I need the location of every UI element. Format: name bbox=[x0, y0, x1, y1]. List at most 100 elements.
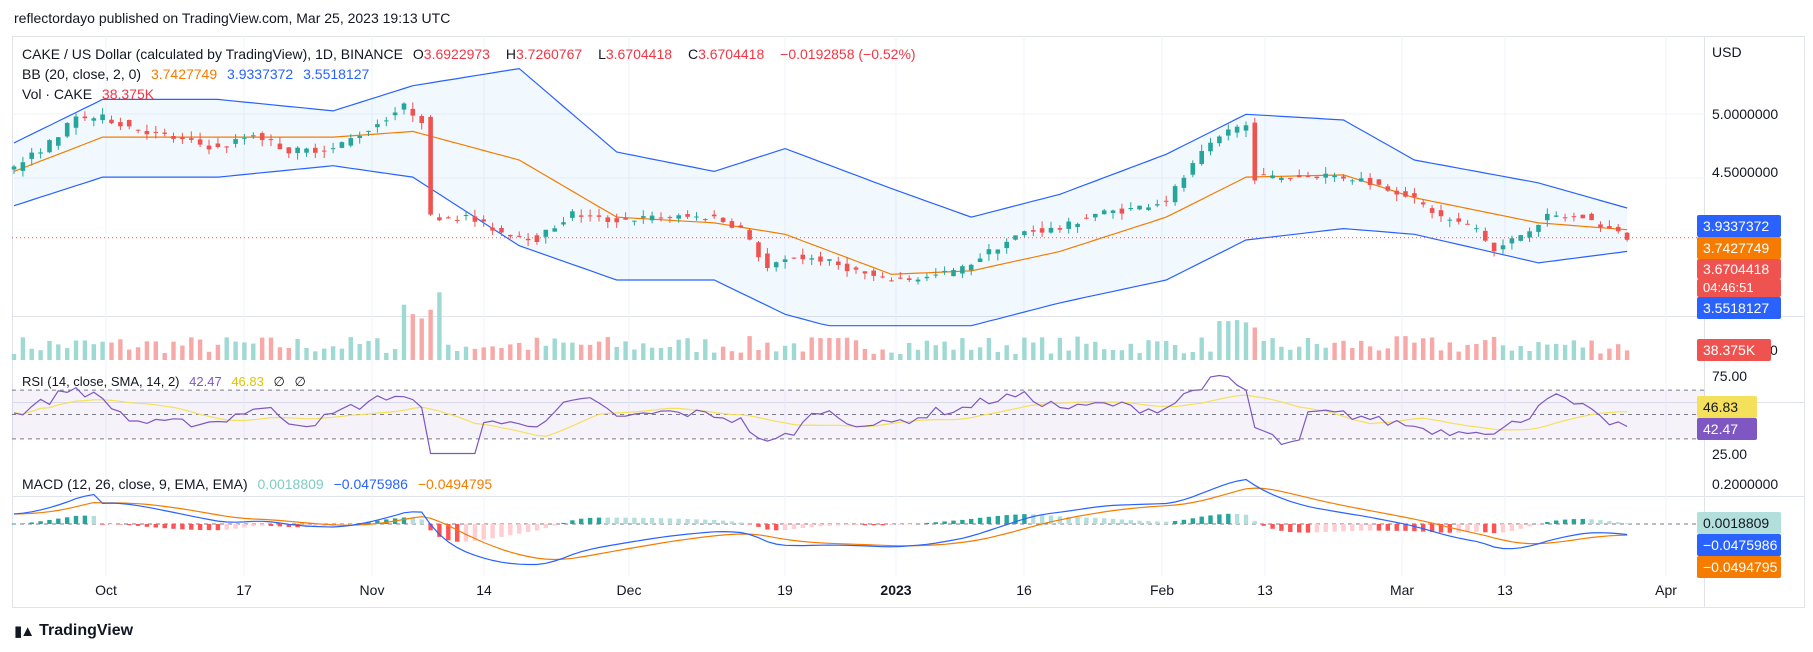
volume-bar bbox=[366, 340, 371, 360]
volume-bar bbox=[1155, 341, 1160, 360]
macd-histogram-bar bbox=[1164, 521, 1169, 524]
candle-body bbox=[915, 279, 921, 282]
bb-legend[interactable]: BB (20, close, 2, 0) 3.7427749 3.9337372… bbox=[22, 66, 375, 82]
volume-bar bbox=[543, 345, 548, 360]
volume-bar bbox=[1199, 337, 1204, 360]
chart-frame bbox=[12, 36, 1705, 608]
macd-histogram-bar bbox=[490, 524, 495, 539]
macd-histogram-bar bbox=[1199, 516, 1204, 524]
volume-bar bbox=[1412, 342, 1417, 360]
candle-body bbox=[463, 215, 469, 216]
volume-bar bbox=[490, 346, 495, 360]
volume-bar bbox=[1234, 320, 1240, 360]
volume-bar bbox=[206, 351, 212, 360]
macd-label[interactable]: MACD (12, 26, close, 9, EMA, EMA) bbox=[22, 476, 248, 492]
volume-bar bbox=[1447, 342, 1452, 360]
candle-body bbox=[357, 135, 362, 138]
volume-bar bbox=[401, 304, 407, 360]
rsi-value: 42.47 bbox=[189, 374, 222, 389]
candle-body bbox=[1181, 177, 1187, 188]
macd-histogram-bar bbox=[1288, 524, 1293, 532]
symbol-legend[interactable]: CAKE / US Dollar (calculated by TradingV… bbox=[22, 46, 922, 62]
volume-bar bbox=[809, 337, 814, 360]
macd-legend[interactable]: MACD (12, 26, close, 9, EMA, EMA) 0.0018… bbox=[22, 476, 498, 492]
macd-histogram-bar bbox=[1323, 524, 1328, 532]
candle-body bbox=[446, 217, 451, 219]
volume-bar bbox=[517, 342, 522, 360]
macd-histogram-bar bbox=[579, 518, 584, 524]
macd-histogram-bar bbox=[144, 524, 150, 527]
macd-histogram-bar bbox=[561, 522, 566, 524]
candle-body bbox=[570, 211, 575, 218]
candle-body bbox=[844, 263, 850, 272]
macd-histogram-bar bbox=[1376, 524, 1382, 531]
macd-histogram-bar bbox=[1137, 520, 1142, 524]
volume-bar bbox=[667, 347, 673, 360]
macd-histogram-bar bbox=[765, 524, 770, 530]
candle-body bbox=[1358, 178, 1364, 182]
macd-histogram-bar bbox=[1013, 514, 1018, 524]
macd-histogram-bar bbox=[1146, 521, 1151, 524]
candle-body bbox=[1536, 224, 1541, 232]
volume-bar bbox=[1084, 343, 1089, 360]
pane-separator-price-rsi[interactable] bbox=[12, 316, 1805, 317]
volume-bar bbox=[907, 342, 912, 360]
tradingview-brand[interactable]: ▮▲ TradingView bbox=[14, 622, 133, 640]
tag-volume: 38.375K bbox=[1697, 339, 1771, 361]
volume-bar bbox=[818, 338, 823, 360]
volume-label[interactable]: Vol · CAKE bbox=[22, 86, 93, 102]
macd-histogram-bar bbox=[658, 518, 664, 524]
volume-bar bbox=[1323, 347, 1328, 360]
macd-histogram-bar bbox=[534, 524, 540, 531]
macd-histogram-bar bbox=[366, 521, 371, 524]
volume-bar bbox=[100, 341, 105, 360]
candle-body bbox=[1013, 235, 1018, 240]
candle-body bbox=[1226, 129, 1231, 136]
volume-value: 38.375K bbox=[101, 86, 155, 102]
bb-label[interactable]: BB (20, close, 2, 0) bbox=[22, 66, 142, 82]
candle-body bbox=[330, 148, 336, 150]
candle-body bbox=[1252, 122, 1258, 181]
volume-bar bbox=[357, 344, 362, 360]
candle-body bbox=[543, 229, 549, 237]
symbol-title[interactable]: CAKE / US Dollar (calculated by TradingV… bbox=[22, 46, 403, 62]
volume-bar bbox=[73, 340, 79, 360]
volume-bar bbox=[1190, 352, 1195, 360]
candle-body bbox=[1004, 241, 1009, 249]
macd-histogram-bar bbox=[100, 524, 105, 525]
candle-body bbox=[578, 215, 584, 217]
macd-histogram-bar bbox=[1500, 524, 1506, 533]
rsi-legend[interactable]: RSI (14, close, SMA, 14, 2) 42.47 46.83 … bbox=[22, 374, 312, 390]
volume-bar bbox=[29, 348, 34, 360]
rsi-tick-25: 25.00 bbox=[1712, 446, 1748, 462]
candle-body bbox=[1394, 190, 1399, 195]
rsi-label[interactable]: RSI (14, close, SMA, 14, 2) bbox=[22, 374, 180, 389]
candle-body bbox=[1084, 217, 1089, 219]
candle-body bbox=[1562, 217, 1568, 219]
low-value: 3.6704418 bbox=[605, 46, 673, 62]
volume-bar bbox=[384, 352, 389, 360]
volume-legend[interactable]: Vol · CAKE 38.375K bbox=[22, 86, 160, 102]
price-axis[interactable] bbox=[1705, 36, 1805, 608]
macd-histogram-bar bbox=[180, 524, 185, 530]
candle-body bbox=[313, 147, 318, 153]
macd-histogram-bar bbox=[676, 518, 681, 524]
macd-histogram-bar bbox=[127, 524, 132, 526]
macd-histogram-bar bbox=[1341, 524, 1346, 532]
candle-body bbox=[206, 145, 212, 150]
candle-body bbox=[1172, 186, 1178, 203]
bb-lower-value: 3.5518127 bbox=[303, 66, 370, 82]
pane-separator-rsi-macd[interactable] bbox=[12, 402, 1805, 403]
macd-histogram-bar bbox=[552, 524, 557, 526]
candle-body bbox=[1607, 226, 1612, 229]
volume-bar bbox=[1589, 340, 1594, 360]
macd-histogram-bar bbox=[384, 519, 389, 524]
candle-body bbox=[64, 123, 70, 137]
candle-body bbox=[694, 216, 699, 218]
volume-bar bbox=[1607, 348, 1612, 360]
volume-bar bbox=[924, 340, 930, 360]
candle-body bbox=[942, 270, 947, 273]
candle-body bbox=[295, 147, 300, 154]
candle-body bbox=[1615, 226, 1621, 232]
